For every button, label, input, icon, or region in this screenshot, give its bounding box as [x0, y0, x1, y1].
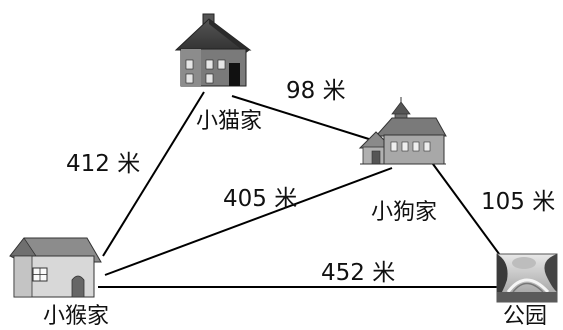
place-label-dog-home: 小狗家: [371, 200, 438, 225]
place-label-cat-home: 小猫家: [196, 109, 263, 134]
schoolhouse-icon: [358, 97, 447, 165]
distance-label-monkey-cat: 412 米: [66, 151, 141, 177]
path-dog-park: [429, 159, 506, 263]
distance-label-monkey-dog: 405 米: [223, 186, 298, 212]
place-label-park: 公园: [503, 304, 548, 329]
small-house-icon: [9, 237, 102, 298]
park-photo-icon: [496, 253, 558, 303]
path-monkey-cat: [102, 91, 205, 257]
dark-gray-house-icon: [174, 13, 252, 87]
distance-label-monkey-park: 452 米: [321, 260, 396, 286]
distance-label-cat-dog: 98 米: [286, 78, 346, 104]
path-monkey-dog: [104, 167, 393, 276]
place-label-monkey-home: 小猴家: [43, 304, 110, 329]
path-cat-dog: [231, 95, 373, 141]
distance-label-dog-park: 105 米: [481, 189, 556, 215]
